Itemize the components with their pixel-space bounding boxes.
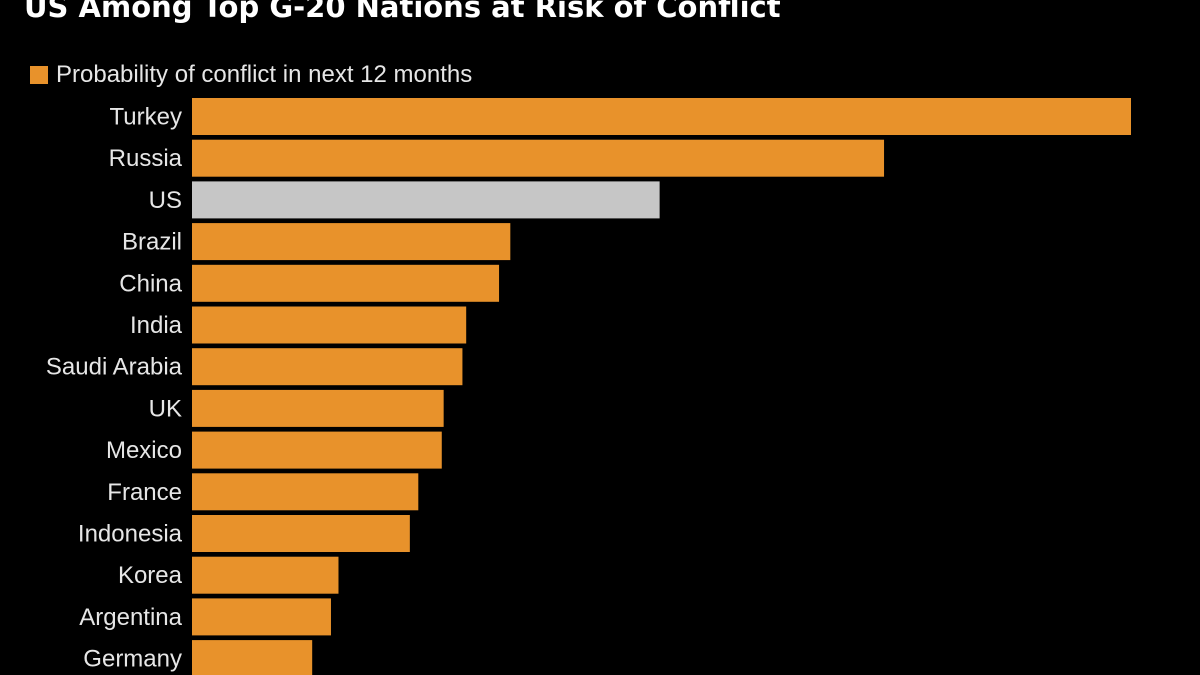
bar-mexico xyxy=(192,431,442,469)
bar-china xyxy=(192,264,500,302)
category-label-indonesia: Indonesia xyxy=(78,521,183,548)
category-label-russia: Russia xyxy=(109,145,183,172)
legend: Probability of conflict in next 12 month… xyxy=(30,61,472,89)
category-label-argentina: Argentina xyxy=(79,604,182,631)
category-label-korea: Korea xyxy=(118,562,183,589)
legend-label: Probability of conflict in next 12 month… xyxy=(56,61,473,88)
category-label-mexico: Mexico xyxy=(106,437,182,464)
category-label-uk: UK xyxy=(149,395,182,422)
bar-france xyxy=(192,473,419,511)
category-label-india: India xyxy=(130,312,183,339)
bar-russia xyxy=(192,139,885,177)
bar-argentina xyxy=(192,598,331,636)
bar-turkey xyxy=(192,98,1131,135)
bar-saudi-arabia xyxy=(192,348,463,386)
bar-brazil xyxy=(192,223,511,261)
category-label-germany: Germany xyxy=(83,646,182,673)
bar-us xyxy=(192,181,660,219)
bar-germany xyxy=(192,640,313,675)
category-label-us: US xyxy=(149,187,182,214)
bar-india xyxy=(192,306,467,344)
bar-uk xyxy=(192,389,444,427)
category-label-saudi-arabia: Saudi Arabia xyxy=(46,354,183,381)
chart-title: US Among Top G-20 Nations at Risk of Con… xyxy=(24,0,781,24)
bar-korea xyxy=(192,556,339,594)
category-label-turkey: Turkey xyxy=(110,104,182,131)
legend-swatch xyxy=(30,66,48,84)
bar-indonesia xyxy=(192,515,410,552)
category-label-brazil: Brazil xyxy=(122,229,182,256)
category-label-china: China xyxy=(119,270,182,297)
category-label-france: France xyxy=(107,479,182,506)
